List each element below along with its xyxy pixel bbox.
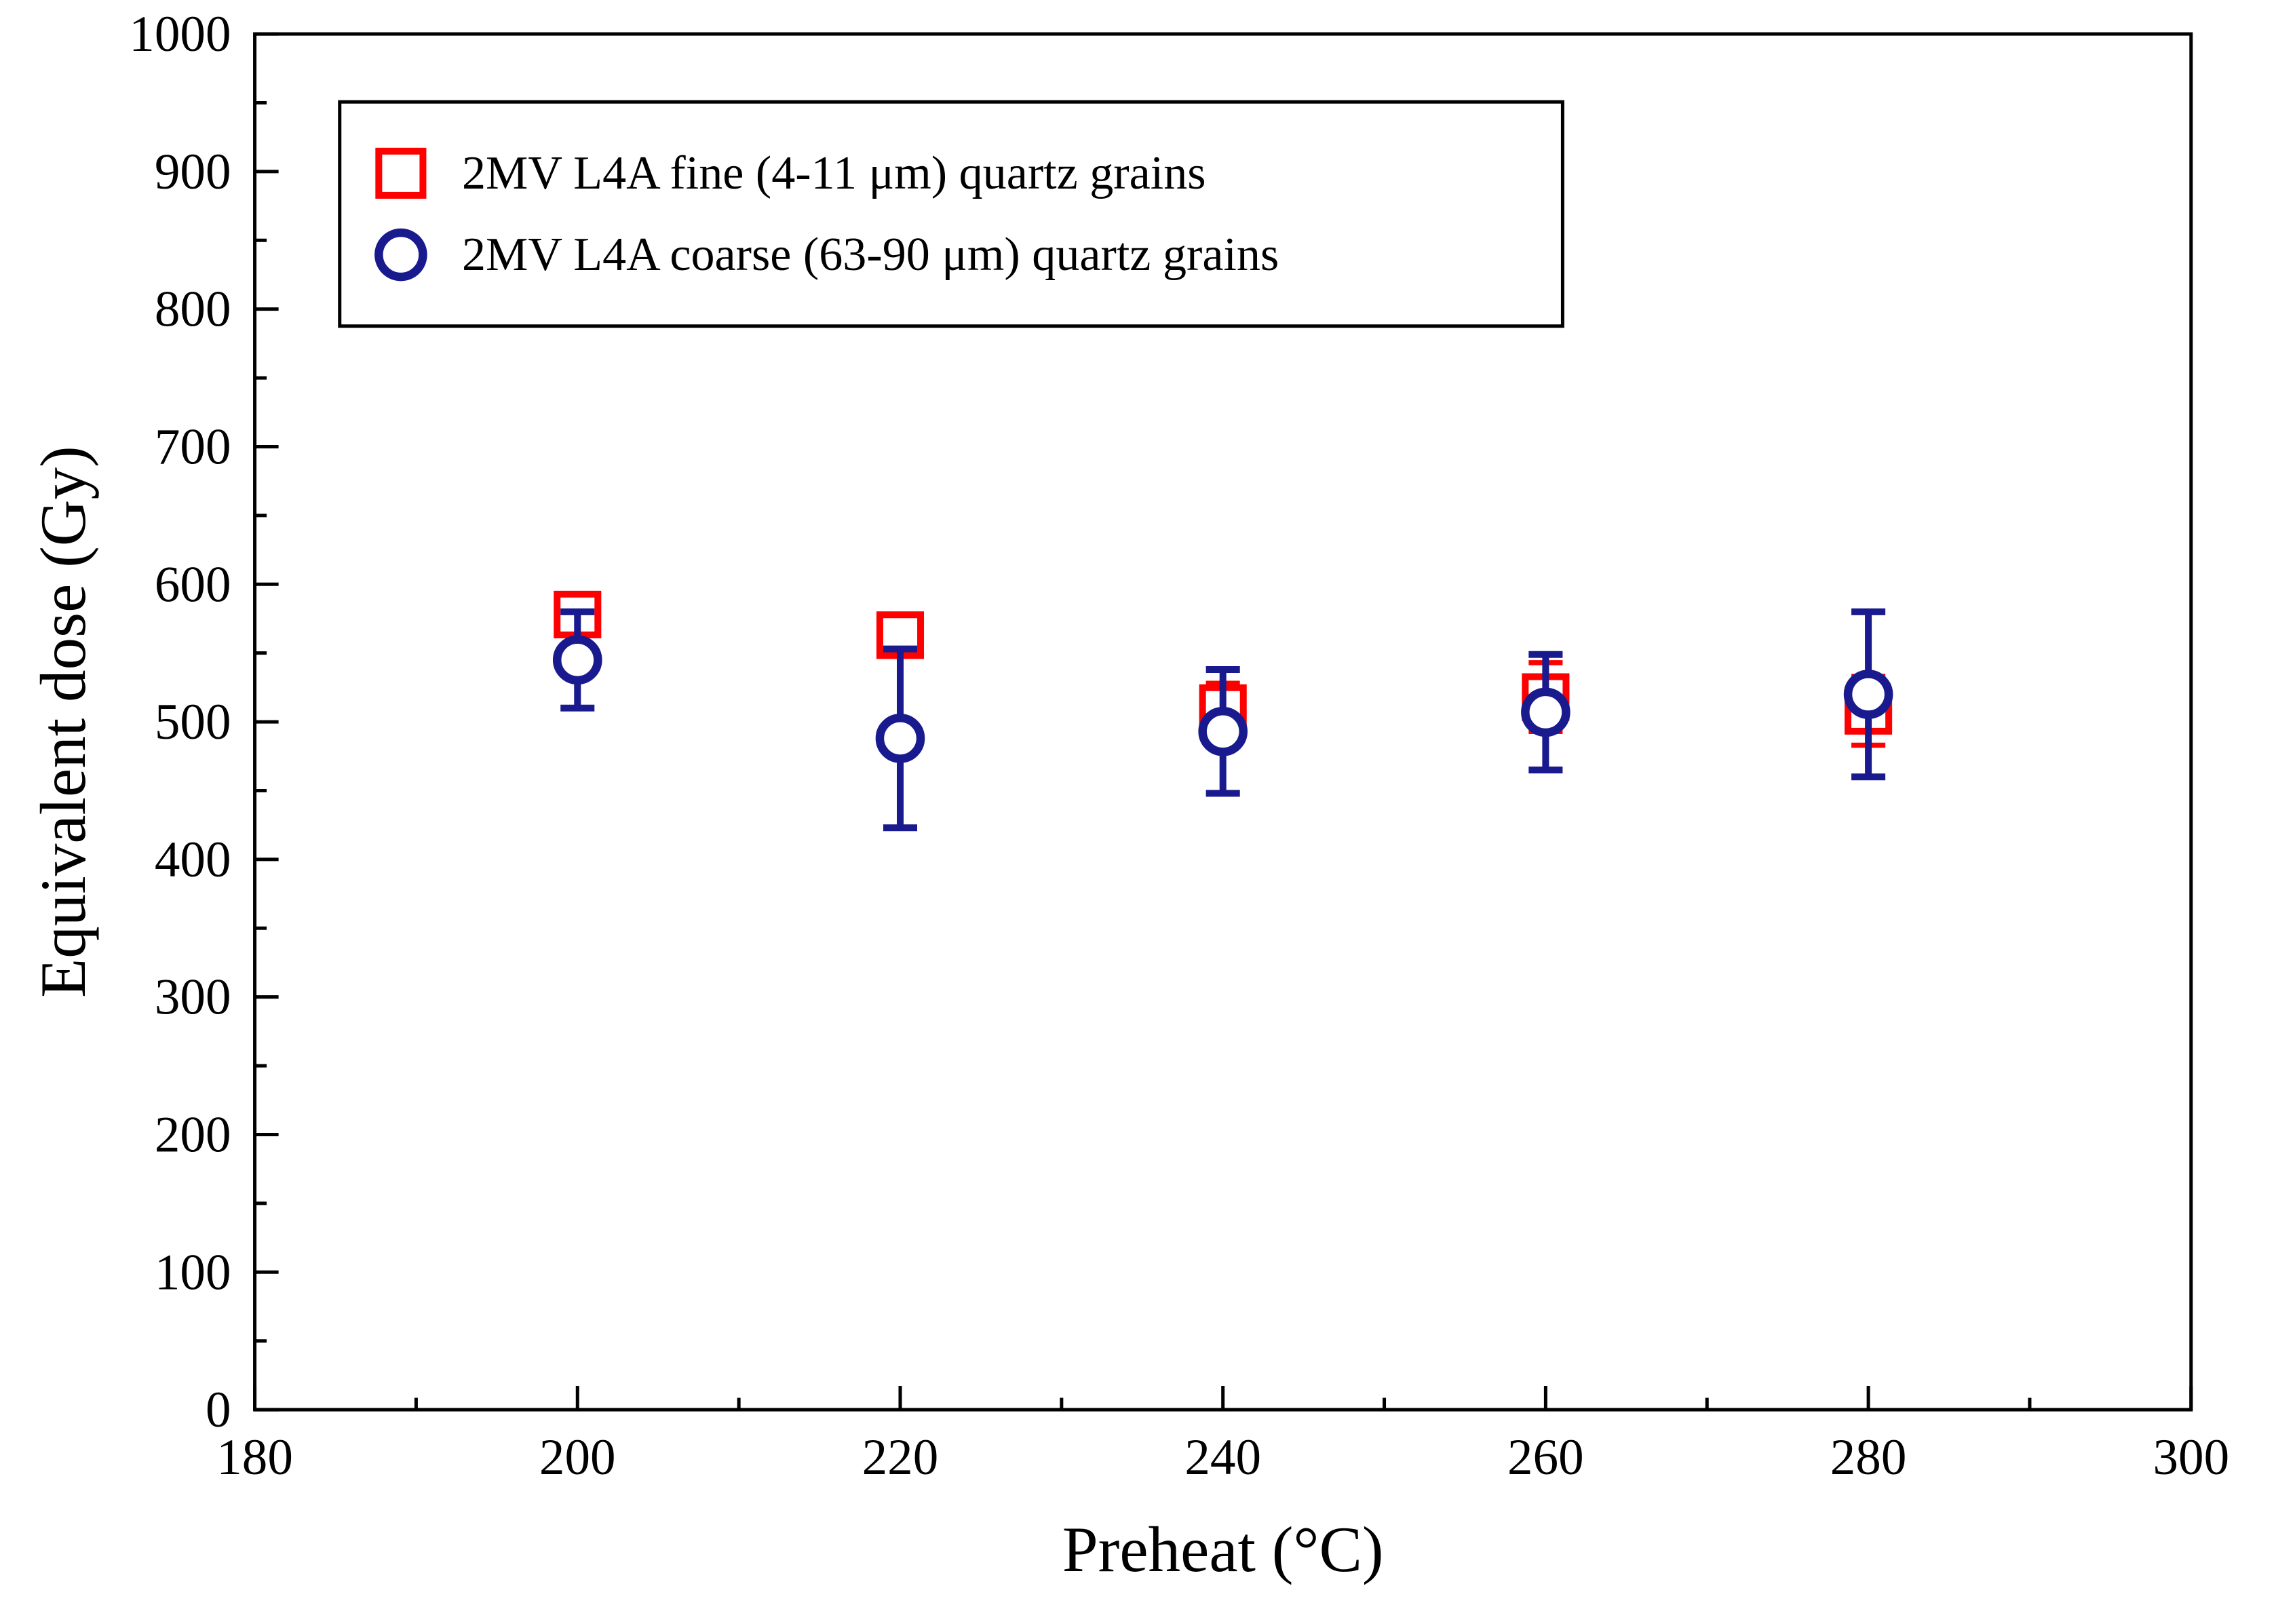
coarse-marker [557, 640, 598, 680]
x-tick-label: 220 [862, 1429, 939, 1486]
y-tick-label: 1000 [129, 6, 231, 62]
x-tick-label: 260 [1507, 1429, 1584, 1486]
legend-item-label: 2MV L4A coarse (63-90 μm) quartz grains [462, 229, 1279, 281]
legend: 2MV L4A fine (4-11 μm) quartz grains 2MV … [340, 102, 1563, 326]
y-tick-label: 100 [155, 1244, 231, 1300]
y-tick-label: 600 [155, 556, 231, 613]
y-tick-label: 500 [155, 694, 231, 750]
scatter-chart: 1802002202402602803000100200300400500600… [0, 0, 2276, 1624]
coarse-marker [1203, 711, 1243, 752]
coarse-marker [1848, 674, 1889, 714]
x-tick-label: 300 [2153, 1429, 2229, 1486]
y-tick-label: 300 [155, 969, 231, 1026]
legend-item-label: 2MV L4A fine (4-11 μm) quartz grains [462, 147, 1206, 199]
x-tick-label: 280 [1830, 1429, 1907, 1486]
y-tick-label: 0 [206, 1382, 231, 1438]
y-axis-title: Equivalent dose (Gy) [27, 446, 99, 998]
x-tick-label: 200 [539, 1429, 616, 1486]
x-axis-title: Preheat (°C) [1062, 1513, 1384, 1585]
coarse-marker [1525, 692, 1566, 733]
x-tick-label: 240 [1184, 1429, 1261, 1486]
y-tick-label: 700 [155, 419, 231, 476]
y-tick-label: 800 [155, 282, 231, 338]
legend-circle-icon [379, 233, 423, 277]
chart-container: 1802002202402602803000100200300400500600… [0, 0, 2276, 1624]
y-tick-label: 200 [155, 1107, 231, 1163]
y-tick-label: 400 [155, 832, 231, 888]
legend-square-icon [379, 151, 423, 195]
y-tick-label: 900 [155, 144, 231, 200]
legend-box [340, 102, 1563, 326]
coarse-marker [880, 718, 921, 758]
